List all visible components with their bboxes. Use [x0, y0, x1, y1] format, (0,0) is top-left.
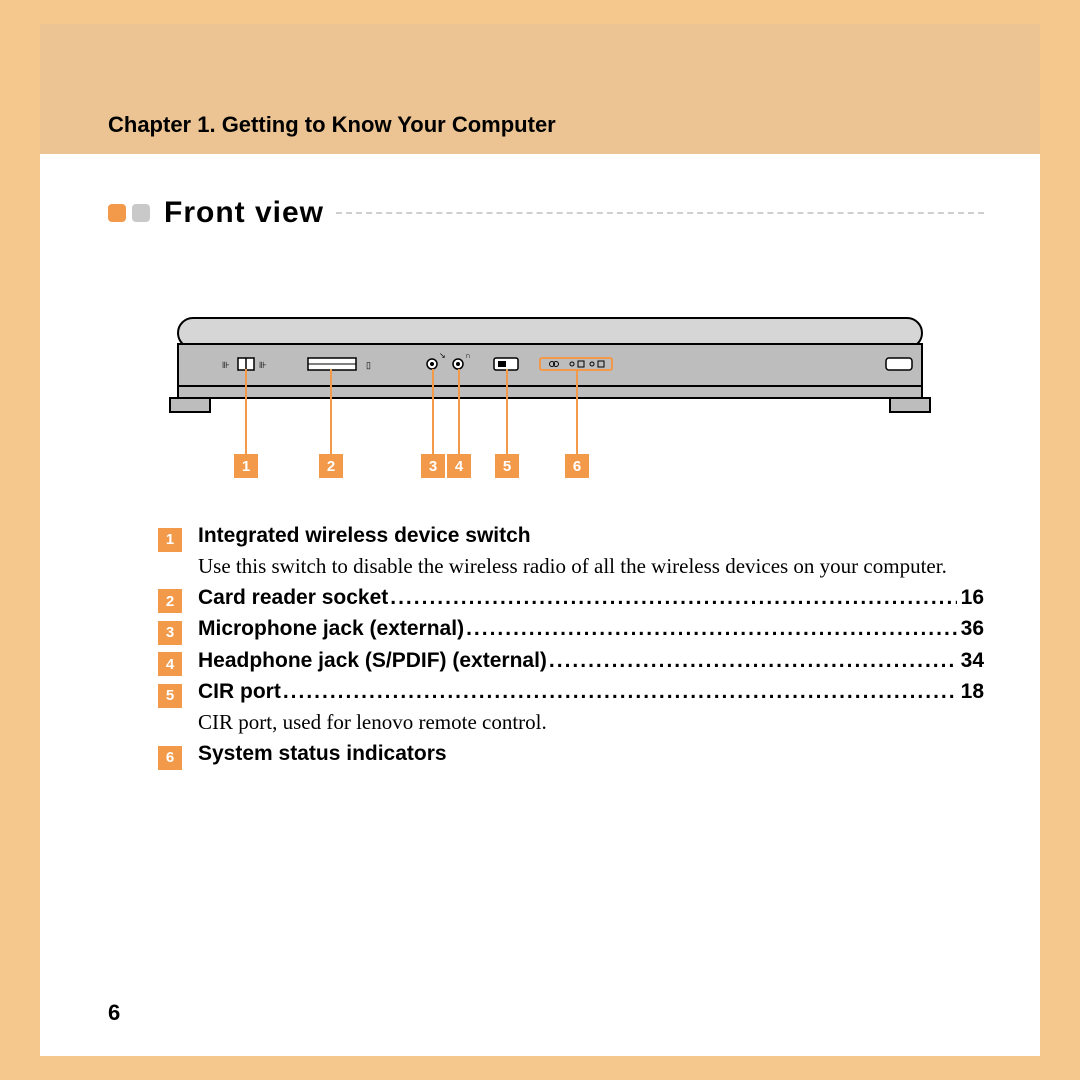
legend-row: 4 Headphone jack (S/PDIF) (external).....…	[158, 649, 984, 675]
callout-number: 1	[234, 454, 258, 478]
legend-description: CIR port, used for lenovo remote control…	[198, 708, 984, 736]
legend-head: 2 Card reader socket.....................…	[158, 586, 984, 612]
laptop-front-svg: ⊪ ⊪ ▯ ↘ ∩	[160, 314, 940, 424]
section-bullet-grey	[132, 204, 150, 222]
legend-row: 5 CIR port...............................…	[158, 680, 984, 736]
legend-title: Headphone jack (S/PDIF) (external)	[198, 649, 547, 673]
legend-title: System status indicators	[198, 742, 447, 766]
svg-text:⊪: ⊪	[222, 360, 230, 370]
svg-text:↘: ↘	[439, 351, 446, 360]
legend-head: 1 Integrated wireless device switch	[158, 524, 984, 550]
legend-row: 1 Integrated wireless device switch Use th…	[158, 524, 984, 580]
svg-text:⊪: ⊪	[259, 360, 267, 370]
legend-number: 6	[158, 746, 182, 770]
legend-title: Microphone jack (external)	[198, 617, 464, 641]
chapter-title: Chapter 1. Getting to Know Your Computer	[108, 112, 556, 138]
section-row: Front view	[108, 196, 984, 230]
callout-number: 2	[319, 454, 343, 478]
callout-number: 4	[447, 454, 471, 478]
callout-line	[506, 369, 508, 454]
legend-row: 3 Microphone jack (external).............…	[158, 617, 984, 643]
legend-dots: ........................................…	[547, 649, 957, 673]
legend-row: 2 Card reader socket.....................…	[158, 586, 984, 612]
legend-description: Use this switch to disable the wireless …	[198, 552, 984, 580]
svg-text:▯: ▯	[366, 360, 371, 370]
legend-dots: ........................................…	[281, 680, 957, 704]
legend-head: 6 System status indicators	[158, 742, 984, 768]
front-view-diagram: ⊪ ⊪ ▯ ↘ ∩	[160, 314, 940, 484]
legend-page: 16	[957, 586, 984, 610]
callout-line	[432, 369, 434, 454]
legend-number: 5	[158, 684, 182, 708]
legend-head: 5 CIR port...............................…	[158, 680, 984, 706]
section-dashline	[336, 212, 984, 214]
callout-number: 5	[495, 454, 519, 478]
legend-head: 3 Microphone jack (external).............…	[158, 617, 984, 643]
legend-page: 34	[957, 649, 984, 673]
callout-number: 6	[565, 454, 589, 478]
legend-dots: ........................................…	[464, 617, 957, 641]
manual-page: Chapter 1. Getting to Know Your Computer…	[40, 24, 1040, 1056]
callout-line	[458, 369, 460, 454]
legend-number: 1	[158, 528, 182, 552]
callout-line	[330, 369, 332, 454]
callout-line	[576, 369, 578, 454]
legend-row: 6 System status indicators	[158, 742, 984, 768]
legend-title: CIR port	[198, 680, 281, 704]
legend-title: Integrated wireless device switch	[198, 524, 531, 548]
legend-page: 18	[957, 680, 984, 704]
callout-number: 3	[421, 454, 445, 478]
svg-text:∩: ∩	[465, 351, 471, 360]
legend-number: 4	[158, 652, 182, 676]
legend-dots: ........................................…	[388, 586, 956, 610]
section-bullet-orange	[108, 204, 126, 222]
header-strip: Chapter 1. Getting to Know Your Computer	[40, 24, 1040, 154]
legend-page: 36	[957, 617, 984, 641]
legend-number: 2	[158, 589, 182, 613]
section-title: Front view	[164, 196, 324, 230]
page-number: 6	[108, 1000, 120, 1026]
callout-line	[245, 369, 247, 454]
legend-title: Card reader socket	[198, 586, 388, 610]
legend-number: 3	[158, 621, 182, 645]
legend-list: 1 Integrated wireless device switch Use th…	[158, 524, 984, 774]
legend-head: 4 Headphone jack (S/PDIF) (external).....…	[158, 649, 984, 675]
